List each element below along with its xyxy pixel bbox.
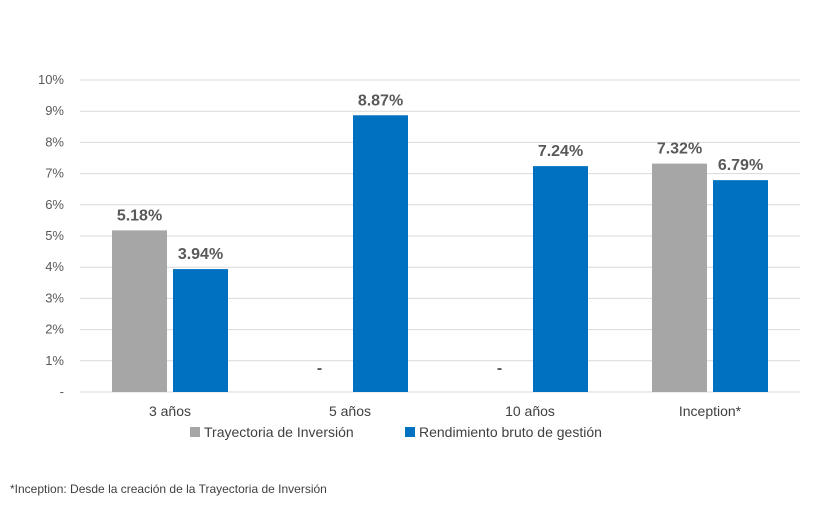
- bar: [713, 180, 768, 392]
- data-label: 7.24%: [538, 143, 583, 160]
- y-tick-label: 5%: [45, 228, 64, 243]
- y-tick-label: 6%: [45, 197, 64, 212]
- y-tick-label: 10%: [38, 72, 64, 87]
- data-label: 6.79%: [718, 157, 763, 174]
- bar: [173, 269, 228, 392]
- legend-swatch: [190, 427, 200, 437]
- data-label: 7.32%: [657, 141, 702, 158]
- y-tick-label: 7%: [45, 166, 64, 181]
- category-label: 3 años: [149, 403, 191, 419]
- category-label: 10 años: [505, 403, 555, 419]
- data-label: -: [497, 360, 502, 377]
- legend-swatch: [405, 427, 415, 437]
- category-label: 5 años: [329, 403, 371, 419]
- y-tick-label: 1%: [45, 353, 64, 368]
- data-label: 8.87%: [358, 92, 403, 109]
- footnote: *Inception: Desde la creación de la Tray…: [10, 482, 327, 496]
- bar: [112, 230, 167, 392]
- legend-label: Rendimiento bruto de gestión: [419, 424, 602, 440]
- y-tick-label: 4%: [45, 259, 64, 274]
- y-tick-label: 9%: [45, 103, 64, 118]
- legend-label: Trayectoria de Inversión: [204, 424, 354, 440]
- bar-chart: - 1% 2% 3% 4% 5% 6% 7% 8% 9% 10% 5.18% 3.94% 3 años - 8…: [38, 72, 800, 440]
- y-tick-label: 8%: [45, 134, 64, 149]
- data-label: 3.94%: [178, 246, 223, 263]
- data-label: 5.18%: [117, 207, 162, 224]
- bar: [533, 166, 588, 392]
- category-label: Inception*: [679, 403, 742, 419]
- bar: [353, 115, 408, 393]
- y-tick-label: -: [60, 384, 64, 399]
- y-tick-label: 2%: [45, 322, 64, 337]
- data-label: -: [317, 360, 322, 377]
- y-tick-label: 3%: [45, 290, 64, 305]
- bar: [652, 163, 707, 392]
